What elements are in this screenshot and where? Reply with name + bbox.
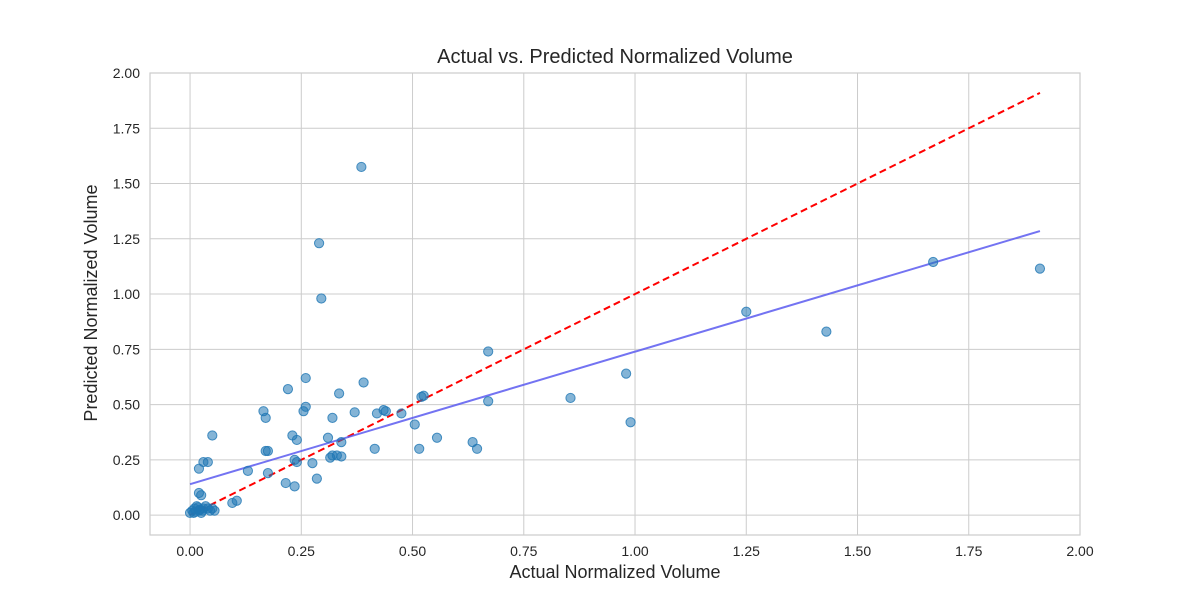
x-axis-title: Actual Normalized Volume [509, 562, 720, 582]
scatter-point [621, 368, 632, 379]
fit-line [189, 230, 1041, 486]
scatter-point [307, 458, 318, 469]
scatter-point [260, 412, 271, 423]
scatter-point [380, 406, 391, 417]
x-tick-label: 0.50 [399, 543, 426, 559]
scatter-point [431, 432, 443, 443]
scatter-point [207, 430, 218, 441]
scatter-point [282, 384, 294, 395]
scatter-point [280, 477, 291, 489]
scatter-point [418, 390, 429, 401]
scatter-point [262, 468, 274, 479]
x-tick-label: 1.50 [844, 543, 871, 559]
y-tick-label: 0.50 [113, 397, 140, 413]
y-tick-labels: 0.00 0.25 0.50 0.75 1.00 1.25 1.50 1.75 2.00 [113, 65, 140, 523]
y-tick-label: 1.25 [113, 231, 140, 247]
scatter-point [291, 456, 302, 468]
scatter-points [184, 161, 1046, 518]
scatter-point [741, 306, 752, 317]
scatter-point [336, 437, 347, 448]
y-tick-label: 1.00 [113, 286, 140, 302]
scatter-point [334, 388, 345, 399]
scatter-point [396, 408, 407, 419]
scatter-point [471, 443, 483, 454]
scatter-point [262, 445, 274, 457]
scatter-point [565, 392, 576, 404]
y-tick-label: 1.75 [113, 120, 140, 136]
plot-frame [149, 72, 1081, 536]
scatter-point [483, 396, 494, 407]
scatter-point [289, 481, 300, 492]
scatter-point [369, 443, 380, 454]
scatter-point [336, 451, 347, 462]
scatter-point [316, 293, 327, 304]
scatter-point [483, 346, 494, 357]
scatter-point [928, 256, 939, 268]
scatter-point [1034, 263, 1046, 274]
y-tick-label: 2.00 [113, 65, 140, 81]
scatter-point [625, 417, 636, 428]
scatter-point [327, 412, 338, 423]
y-tick-label: 0.00 [113, 507, 140, 523]
x-tick-label: 0.00 [176, 543, 203, 559]
scatter-point [209, 505, 220, 516]
scatter-point [196, 490, 207, 501]
x-tick-label: 0.75 [510, 543, 537, 559]
scatter-point [202, 456, 213, 468]
fit-line-group [189, 230, 1041, 486]
x-tick-label: 1.25 [733, 543, 760, 559]
scatter-point [231, 495, 242, 506]
scatter-point [313, 238, 325, 249]
x-tick-label: 1.75 [955, 543, 982, 559]
scatter-point [414, 443, 425, 454]
reference-line [189, 91, 1041, 517]
chart-title: Actual vs. Predicted Normalized Volume [437, 46, 793, 68]
scatter-point [188, 507, 199, 518]
scatter-point [322, 432, 334, 443]
scatter-point [358, 377, 369, 388]
y-axis-title: Predicted Normalized Volume [81, 184, 101, 421]
x-tick-labels: 0.00 0.25 0.50 0.75 1.00 1.25 1.50 1.75 2.00 [176, 543, 1093, 559]
y-tick-label: 0.25 [113, 452, 140, 468]
x-tick-label: 0.25 [288, 543, 315, 559]
scatter-point [291, 434, 302, 446]
scatter-point [356, 161, 367, 173]
y-tick-label: 1.50 [113, 176, 140, 192]
scatter-point [349, 407, 360, 418]
scatter-point [242, 465, 253, 476]
scatter-point [311, 473, 322, 484]
x-tick-label: 2.00 [1066, 543, 1093, 559]
x-tick-label: 1.00 [621, 543, 648, 559]
scatter-point [821, 326, 832, 337]
plot-border [149, 72, 1081, 536]
scatter-point [300, 401, 311, 412]
reference-line-group [189, 91, 1041, 517]
y-tick-label: 0.75 [113, 341, 140, 357]
scatter-point [300, 372, 311, 384]
scatter-point [409, 419, 420, 430]
